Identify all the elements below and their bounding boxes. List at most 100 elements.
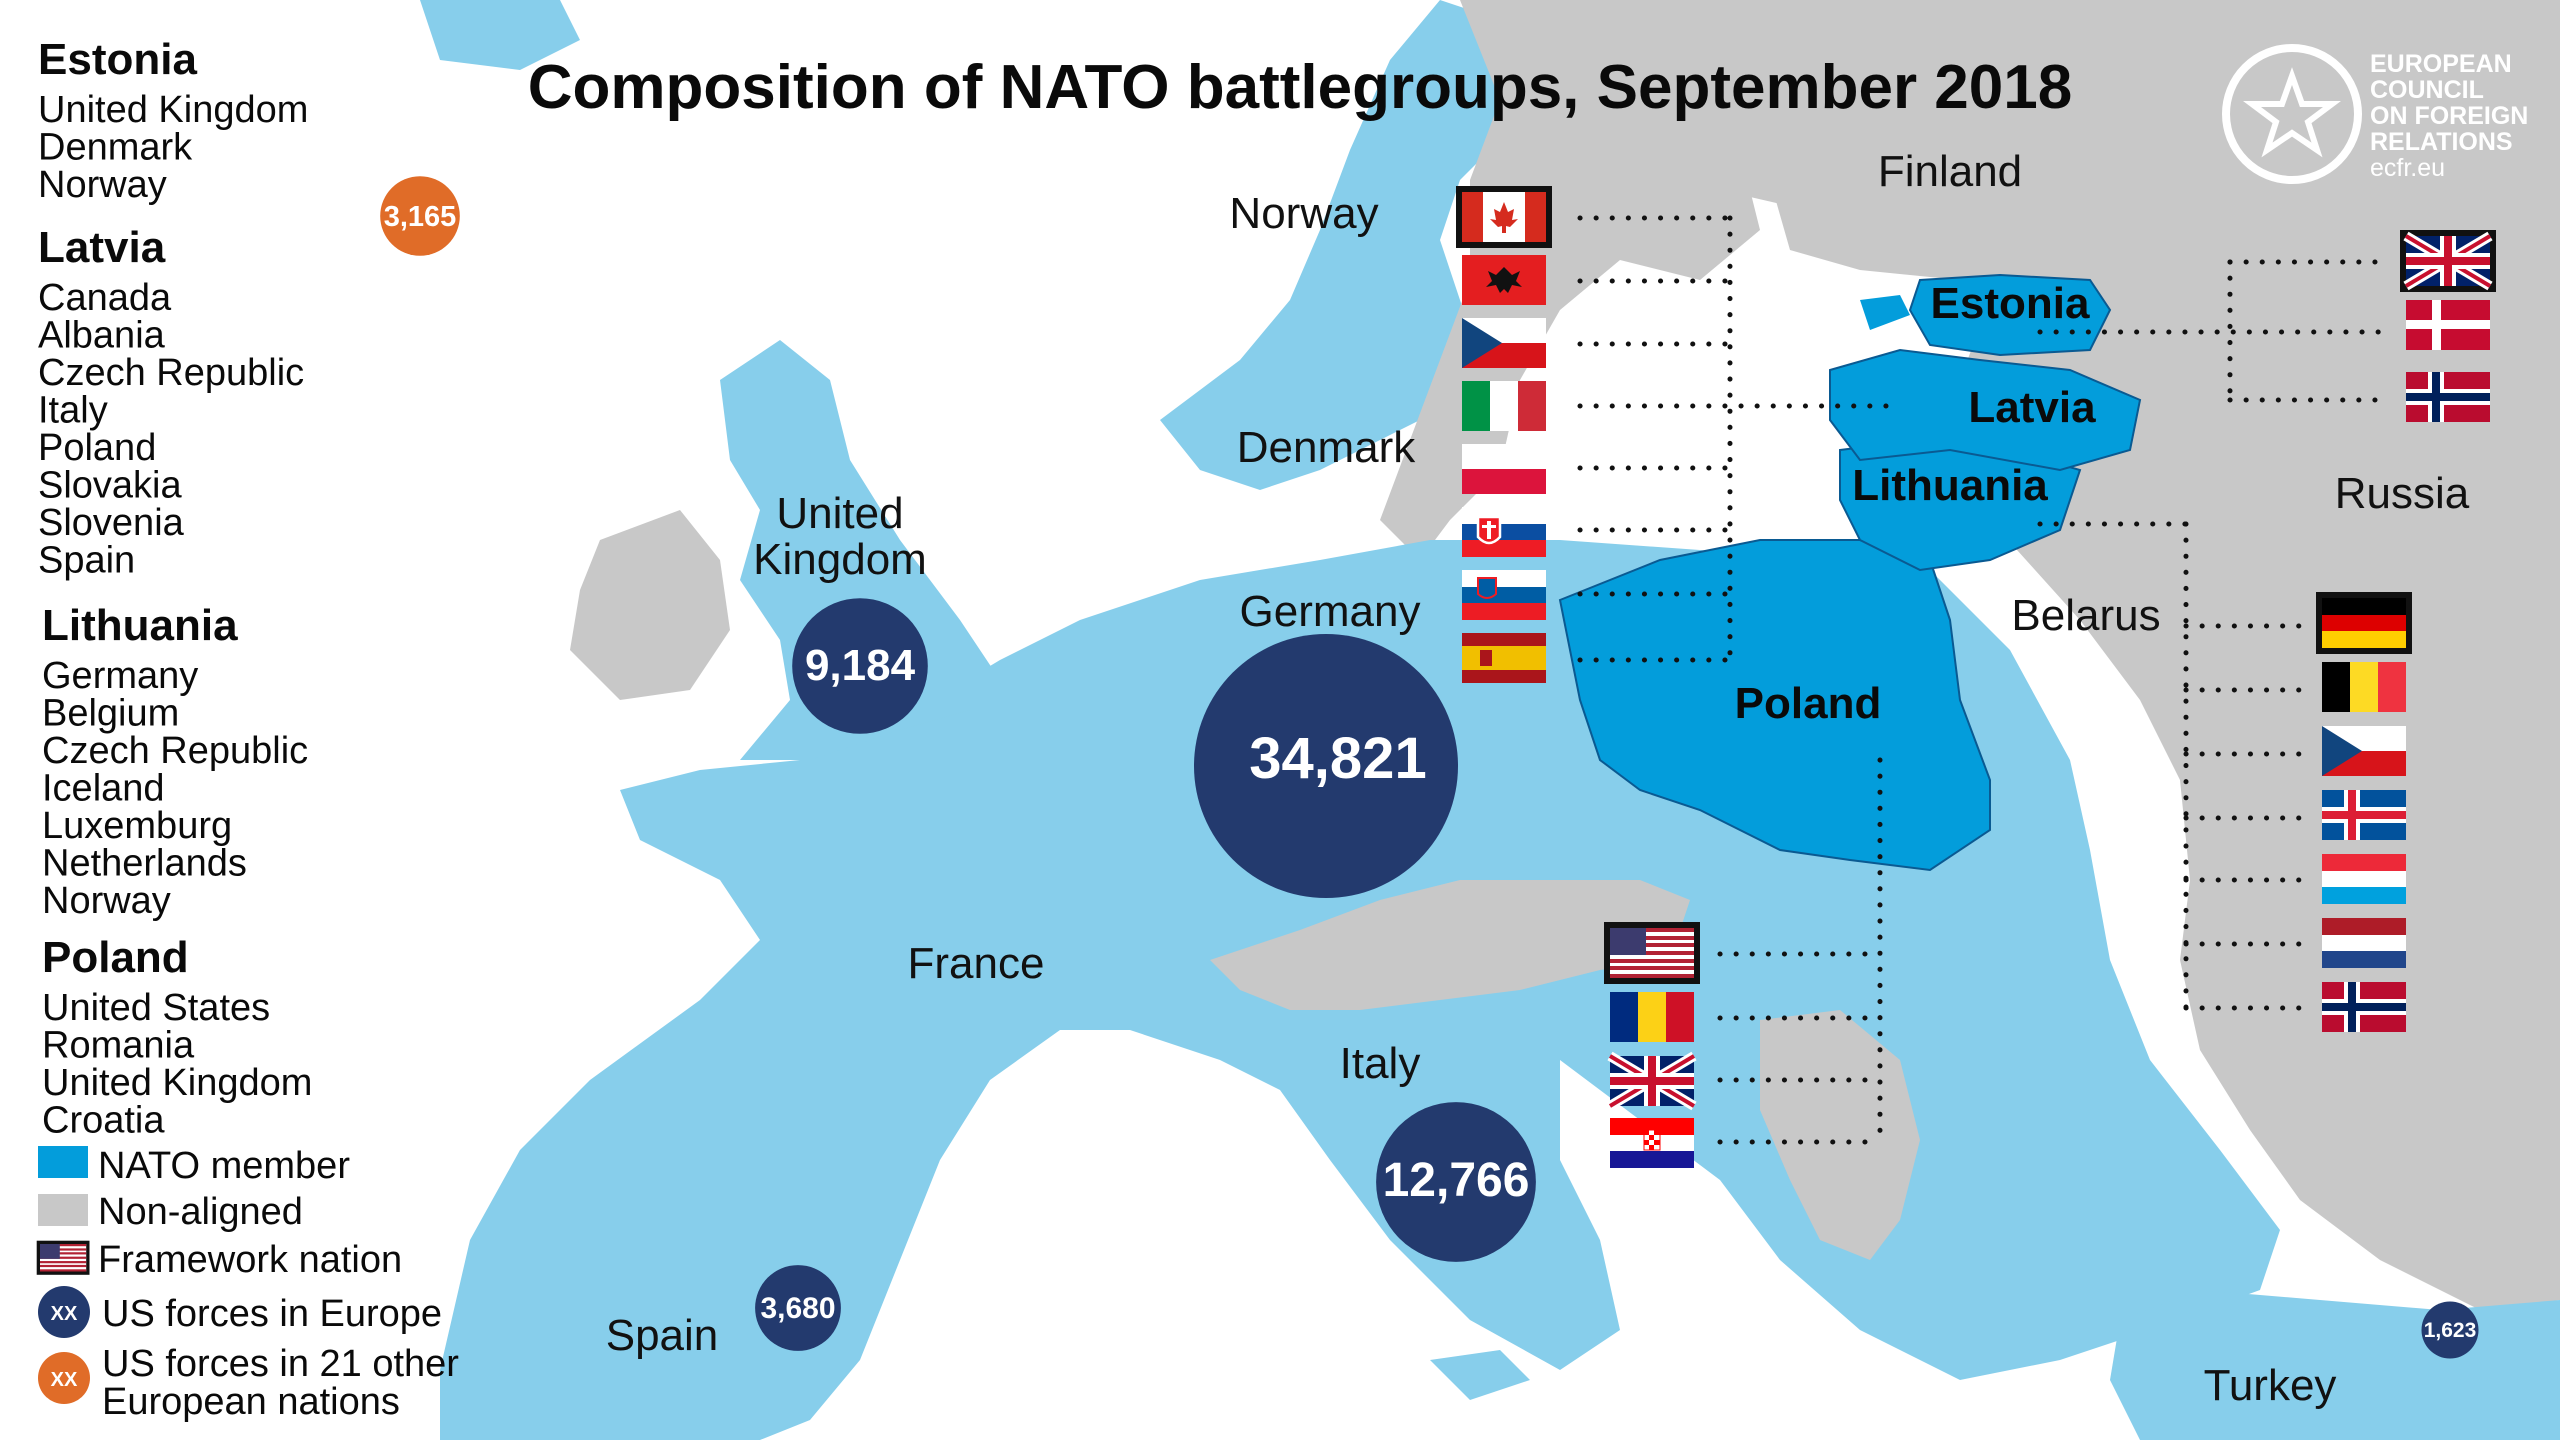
key-label-nato: NATO member	[98, 1145, 350, 1187]
label-uk-line1: United	[776, 489, 903, 538]
us-flag-icon	[1604, 922, 1700, 984]
uk-flag-icon	[2400, 230, 2496, 292]
norway-flag-icon	[2322, 982, 2406, 1032]
saaremaa-land	[1860, 295, 1910, 330]
legend-member: Canada	[38, 277, 172, 319]
legend-member: Croatia	[42, 1100, 165, 1142]
denmark-flag-icon	[2406, 300, 2490, 350]
flags-lithuania	[2316, 592, 2412, 1032]
legend-member: Slovakia	[38, 465, 182, 507]
label-norway: Norway	[1229, 189, 1378, 238]
iceland-land	[420, 0, 580, 70]
balkans-land	[1760, 1010, 1920, 1260]
key-us-other-icon	[38, 1352, 90, 1404]
logo-line-4: RELATIONS	[2370, 128, 2513, 156]
label-poland: Poland	[1735, 679, 1882, 728]
page-title: Composition of NATO battlegroups, Septem…	[528, 53, 2072, 122]
bubble-label-turkey: 1,623	[2424, 1319, 2477, 1342]
bubble-label-uk: 9,184	[805, 641, 916, 690]
key-us-forces-icon	[38, 1286, 90, 1338]
legend-member: Romania	[42, 1025, 195, 1067]
sicily-land	[1430, 1350, 1530, 1400]
poland-flag-icon	[1462, 444, 1546, 494]
framework-flag-icon	[36, 1240, 90, 1275]
label-spain: Spain	[606, 1311, 719, 1360]
legend-member: Denmark	[38, 127, 193, 169]
legend-member: Czech Republic	[42, 730, 308, 772]
label-uk-line2: Kingdom	[753, 535, 927, 584]
logo-line-3: ON FOREIGN	[2370, 102, 2528, 130]
key-us-forces-marker: XX	[51, 1303, 78, 1325]
label-russia: Russia	[2335, 469, 2470, 518]
map-key: NATO member Non-aligned Framework nation…	[36, 1145, 459, 1423]
label-estonia: Estonia	[1931, 279, 2090, 328]
legend-member: Germany	[42, 655, 198, 697]
bubble-other-nations	[380, 176, 460, 256]
legend-member: United States	[42, 987, 270, 1029]
legend-member: Luxemburg	[42, 805, 232, 847]
albania-flag-icon	[1462, 255, 1546, 305]
legend-member: Slovenia	[38, 502, 185, 544]
bubble-germany	[1194, 634, 1458, 898]
legend-member: Netherlands	[42, 843, 247, 885]
legend-member: Czech Republic	[38, 352, 304, 394]
luxembourg-flag-icon	[2322, 854, 2406, 904]
map-base	[420, 0, 2560, 1440]
slovakia-flag-icon	[1460, 505, 1548, 559]
alps-land	[1210, 880, 1690, 1010]
key-label-us-other-1: US forces in 21 other	[102, 1343, 459, 1385]
legend-member: United Kingdom	[42, 1062, 312, 1104]
flags-estonia	[2400, 230, 2496, 422]
label-denmark: Denmark	[1237, 423, 1416, 472]
bubble-label-spain: 3,680	[760, 1292, 835, 1325]
belgium-flag-icon	[2322, 662, 2406, 712]
legend-host-lithuania: Lithuania	[42, 601, 238, 650]
spain-flag-icon	[1462, 633, 1546, 683]
key-label-us-forces: US forces in Europe	[102, 1293, 442, 1335]
czech-flag-icon	[2322, 726, 2406, 776]
legend-member: Norway	[38, 164, 167, 206]
norway-flag-icon	[2406, 372, 2490, 422]
key-label-framework: Framework nation	[98, 1239, 402, 1281]
flags-poland	[1604, 922, 1700, 1169]
bubble-spain	[755, 1265, 841, 1351]
legend-host-latvia: Latvia	[38, 223, 166, 272]
estonia-land	[1908, 273, 2112, 357]
legend-member: Italy	[38, 390, 108, 432]
key-us-other-marker: XX	[51, 1369, 78, 1391]
ecfr-logo: EUROPEAN COUNCIL ON FOREIGN RELATIONS ec…	[2222, 44, 2528, 184]
label-belarus: Belarus	[2011, 591, 2160, 640]
finland-land	[1700, 0, 2100, 280]
netherlands-flag-icon	[2322, 918, 2406, 968]
italy-flag-icon	[1462, 381, 1546, 431]
legend-member: Albania	[38, 315, 166, 357]
croatia-flag-icon	[1609, 1117, 1695, 1169]
legend-member: Spain	[38, 540, 135, 582]
slovenia-flag-icon	[1461, 569, 1547, 621]
uk-land	[720, 340, 1000, 760]
ireland-land	[570, 510, 730, 700]
iceland-flag-icon	[2322, 790, 2406, 840]
poland-land	[1558, 539, 1991, 872]
legend-member: Poland	[38, 427, 156, 469]
key-label-us-other-2: European nations	[102, 1381, 400, 1423]
legend-member: Iceland	[42, 768, 165, 810]
czech-flag-icon	[1462, 318, 1546, 368]
bubble-label-germany: 34,821	[1249, 726, 1426, 791]
key-label-non-aligned: Non-aligned	[98, 1191, 303, 1233]
label-france: France	[908, 939, 1045, 988]
us-forces-bubbles: 34,821 12,766 9,184 3,680 1,623 3,165	[380, 176, 2479, 1359]
label-germany: Germany	[1240, 587, 1421, 636]
legend-member: Norway	[42, 880, 171, 922]
connector-lines	[1577, 215, 2393, 1145]
bubble-label-italy: 12,766	[1383, 1154, 1530, 1207]
legend-host-estonia: Estonia	[38, 35, 197, 84]
bubble-label-other-nations: 3,165	[384, 201, 457, 233]
legend-host-poland: Poland	[42, 933, 189, 982]
canada-flag-icon	[1456, 186, 1552, 248]
country-labels: Finland Norway Denmark United Kingdom Ge…	[606, 147, 2470, 1410]
label-italy: Italy	[1340, 1039, 1421, 1088]
ecfr-logo-circle	[2222, 44, 2362, 184]
